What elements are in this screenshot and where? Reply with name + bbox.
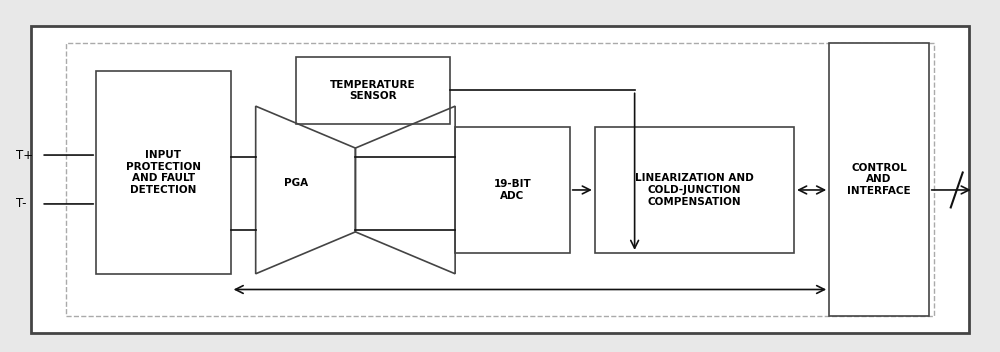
Bar (31, 26, 969, 333)
Bar (829, 43, 929, 316)
Text: PGA: PGA (284, 178, 308, 188)
Text: LINEARIZATION AND
COLD-JUNCTION
COMPENSATION: LINEARIZATION AND COLD-JUNCTION COMPENSA… (635, 174, 754, 207)
Text: T+: T+ (16, 149, 33, 162)
Text: TEMPERATURE
SENSOR: TEMPERATURE SENSOR (330, 80, 416, 101)
Bar (96, 71, 231, 274)
Bar (595, 127, 794, 253)
Text: INPUT
PROTECTION
AND FAULT
DETECTION: INPUT PROTECTION AND FAULT DETECTION (126, 150, 201, 195)
Bar (455, 127, 570, 253)
Text: 19-BIT
ADC: 19-BIT ADC (494, 179, 531, 201)
Bar (296, 57, 450, 124)
Text: CONTROL
AND
INTERFACE: CONTROL AND INTERFACE (847, 163, 911, 196)
Bar (66, 43, 934, 316)
Text: T-: T- (16, 197, 27, 210)
